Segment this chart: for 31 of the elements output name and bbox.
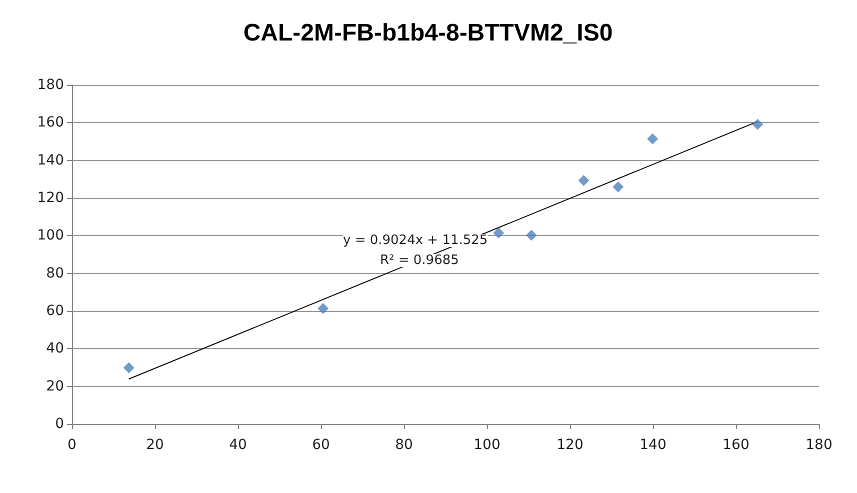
x-tick-label: 80 <box>395 437 413 453</box>
point <box>123 362 134 374</box>
point <box>612 181 624 192</box>
y-tick-label: 0 <box>55 416 64 432</box>
y-tick-label: 140 <box>37 152 64 168</box>
point <box>526 230 537 241</box>
chart-title: CAL-2M-FB-b1b4-8-BTTVM2_IS0 <box>243 20 613 46</box>
point <box>493 228 504 239</box>
x-tick-label: 0 <box>68 437 76 453</box>
annotation: y = 0.9024x + 11.525 <box>343 233 488 248</box>
y-tick-label: 60 <box>46 303 64 319</box>
y-tick-label: 120 <box>37 190 64 206</box>
x-tick-label: 100 <box>474 437 500 453</box>
x-tick-label: 140 <box>640 437 666 453</box>
x-tick-label: 120 <box>556 437 584 453</box>
point <box>578 174 590 186</box>
point <box>752 118 764 130</box>
point <box>647 133 658 144</box>
y-tick-label: 100 <box>37 228 64 244</box>
y-tick-label: 80 <box>46 265 64 282</box>
point <box>318 303 329 314</box>
annotation: R² = 0.9685 <box>380 253 459 268</box>
y-tick-label: 160 <box>37 114 64 131</box>
x-tick-label: 160 <box>722 437 750 453</box>
x-tick-label: 60 <box>312 437 330 453</box>
x-tick-label: 20 <box>146 437 164 453</box>
y-tick-label: 40 <box>46 340 64 357</box>
x-tick-label: 180 <box>806 437 832 453</box>
y-tick-label: 180 <box>37 77 64 93</box>
x-tick-label: 40 <box>229 437 247 453</box>
y-tick-label: 20 <box>46 378 64 394</box>
